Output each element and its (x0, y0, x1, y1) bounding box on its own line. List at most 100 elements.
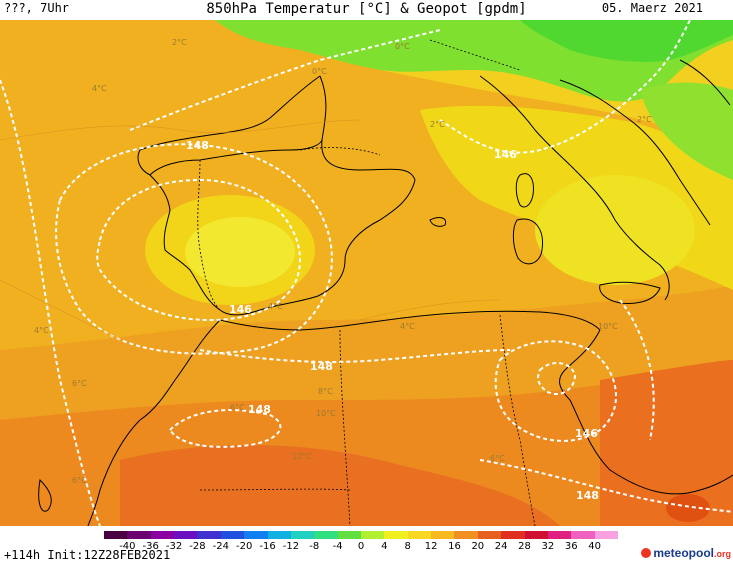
temp-label: 4°C (400, 322, 415, 331)
map-title: 850hPa Temperatur [°C] & Geopot [gpdm] (206, 1, 527, 17)
temp-field-hotspot (666, 494, 710, 522)
colorbar-segment (290, 531, 315, 539)
colorbar-segment (431, 531, 455, 539)
colorbar-tick-label: 32 (541, 541, 555, 552)
colorbar-tick-label: -8 (309, 541, 320, 552)
temp-label: 8°C (318, 387, 333, 396)
temp-field-cool-iberia-core (185, 217, 295, 287)
coast-biscay (137, 75, 321, 176)
colorbar-tick-label: 36 (564, 541, 578, 552)
border-morocco-algeria (339, 329, 351, 526)
temp-label: 4°C (268, 302, 283, 311)
colorbar-tick-label: -12 (282, 541, 300, 552)
country-borders (197, 39, 536, 526)
colorbar-tick-label: 4 (381, 541, 388, 552)
colorbar-segment (524, 531, 549, 539)
temp-label: 6°C (230, 403, 245, 412)
coast-mallorca (429, 217, 447, 227)
colorbar-tick-label: -40 (119, 541, 136, 552)
colorbar-segment (477, 531, 502, 539)
logo: meteopool.org (641, 546, 731, 560)
isoline-low-center (537, 362, 577, 395)
temp-label: 0°C (395, 42, 410, 51)
map-footer: -40 -36 -32 -28 -24 -20 -16 -12 -8 -4 0 4 8 12 16 20 24 2… (0, 526, 733, 566)
logo-text: meteopool (653, 546, 714, 560)
border-algeria-tunisia (499, 314, 536, 526)
isoline-label: 146 (229, 303, 252, 316)
coast-iberia-west (149, 139, 323, 311)
colorbar-segment (267, 531, 292, 539)
temp-label: 10°C (598, 322, 618, 331)
forecast-map: 148 146 146 148 148 146 148 2°C 0°C 0°C … (0, 20, 733, 526)
init-time-label: +114h Init:12Z28FEB2021 (4, 548, 171, 562)
colorbar-tick-label: 40 (588, 541, 601, 552)
colorbar-tick-label: -24 (212, 541, 229, 552)
temp-label: 6°C (72, 476, 87, 485)
colorbar-tick-label: 20 (471, 541, 485, 552)
colorbar-segment (314, 531, 339, 539)
colorbar (104, 531, 619, 539)
run-time-label: ???, 7Uhr (4, 1, 70, 15)
isoline-148-north (129, 29, 441, 131)
temp-label: 2°C (637, 115, 652, 124)
colorbar-segment (174, 531, 198, 539)
colorbar-tick-label: 0 (357, 541, 365, 552)
isoline-148-south (199, 349, 511, 363)
colorbar-segment (197, 531, 222, 539)
colorbar-segment (501, 531, 526, 539)
colorbar-tick-label: 28 (518, 541, 531, 552)
colorbar-segment (150, 531, 175, 539)
colorbar-tick-label: -28 (189, 541, 206, 552)
temp-label: 2°C (430, 120, 445, 129)
coast-sicily (599, 281, 661, 304)
temp-label: 12°C (292, 452, 312, 461)
coast-italy-east (559, 79, 711, 226)
isoline-148-southeast (479, 459, 733, 513)
temp-label: 6°C (490, 454, 505, 463)
temp-label: 0°C (312, 67, 327, 76)
colorbar-segment (407, 531, 432, 539)
colorbar-segment (454, 531, 479, 539)
colorbar-tick-label: 8 (404, 541, 411, 552)
isotherms (0, 119, 501, 341)
temp-label: 10°C (316, 409, 336, 418)
isoline-label: 146 (494, 148, 517, 161)
colorbar-tick-label: -36 (142, 541, 159, 552)
coast-tunisia-libya (559, 329, 733, 495)
coast-corsica (515, 173, 534, 208)
coast-adriatic-east (679, 59, 731, 106)
isoline-label: 148 (186, 139, 209, 152)
colorbar-tick-label: 16 (448, 541, 461, 552)
map-canvas (0, 20, 733, 526)
colorbar-segment (127, 531, 152, 539)
isoline-146-italy (439, 20, 691, 154)
colorbar-segment (571, 531, 596, 539)
colorbar-tick-label: 24 (494, 541, 508, 552)
colorbar-segment (594, 531, 619, 539)
map-header: ???, 7Uhr 850hPa Temperatur [°C] & Geopo… (0, 0, 733, 20)
coast-canary (38, 478, 52, 512)
colorbar-tick-label: -16 (259, 541, 276, 552)
coast-iberia-east (219, 75, 416, 316)
isoline-146-east (619, 299, 655, 441)
border-alps (429, 39, 521, 71)
isoline-146-west-outer (0, 79, 101, 526)
temp-field-east-warm (600, 360, 733, 526)
logo-icon (641, 548, 652, 558)
temp-field-sahara-warm (120, 445, 560, 526)
isotherm-b (0, 279, 121, 341)
isoline-label: 148 (248, 403, 271, 416)
colorbar-tick-label: -32 (165, 541, 183, 552)
border-spain-france (299, 147, 381, 156)
border-sahara (199, 488, 351, 491)
temp-field-colder-alps (520, 20, 733, 62)
colorbar-segment (220, 531, 245, 539)
temp-label: 2°C (172, 38, 187, 47)
colorbar-segment (337, 531, 362, 539)
valid-date-label: 05. Maerz 2021 (601, 1, 703, 15)
colorbar-segment (384, 531, 409, 539)
coastlines (38, 59, 733, 526)
coast-morocco (87, 319, 221, 526)
temp-label: 4°C (92, 84, 107, 93)
isoline-label: 148 (576, 489, 599, 502)
